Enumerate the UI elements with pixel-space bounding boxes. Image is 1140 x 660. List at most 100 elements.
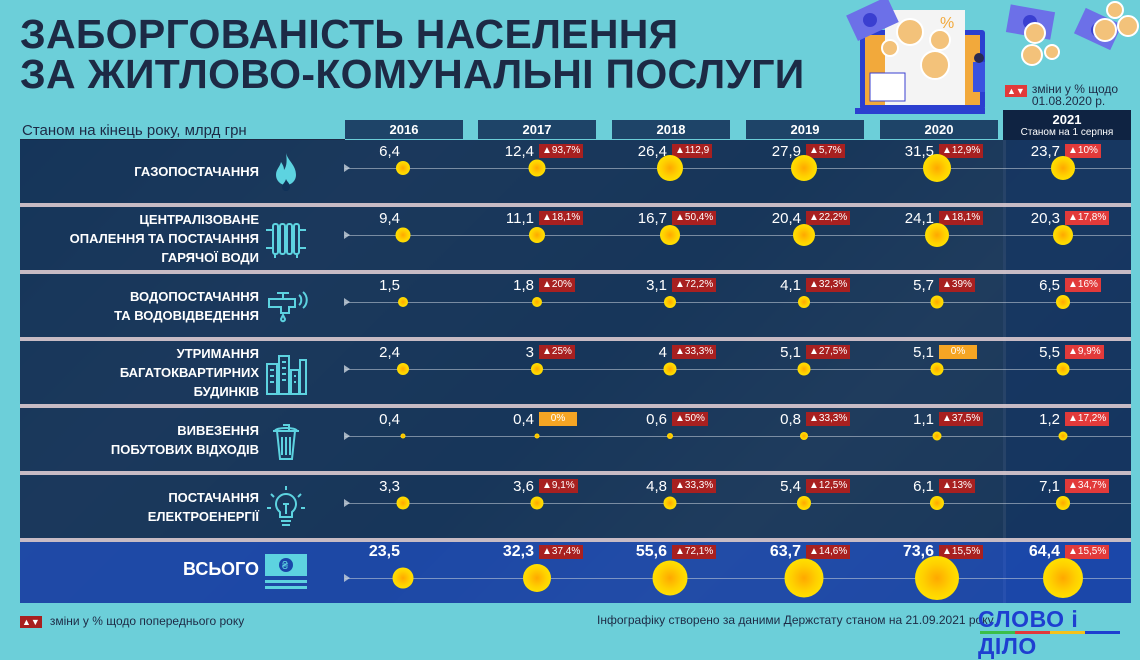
table-cell: 9,4 bbox=[338, 207, 468, 270]
value-bubble bbox=[784, 558, 824, 598]
debt-value: 1,5 bbox=[379, 277, 400, 294]
light-bulb-icon bbox=[267, 485, 305, 526]
value-bubble bbox=[800, 432, 808, 440]
chart-subtitle: Станом на кінець року, млрд грн bbox=[22, 122, 247, 139]
value-bubble bbox=[930, 295, 944, 309]
table-cell: 31,5 ▲12,9% bbox=[872, 140, 1002, 203]
debt-value: 5,1 bbox=[780, 344, 801, 361]
value-bubble bbox=[923, 154, 951, 182]
debt-value: 11,1 bbox=[505, 210, 534, 227]
row-label-line: УТРИМАННЯ bbox=[176, 346, 259, 361]
debt-value: 55,6 bbox=[635, 543, 667, 560]
axis-arrow-icon bbox=[344, 432, 350, 440]
change-badge: ▲22,2% bbox=[806, 211, 851, 225]
axis-arrow-icon bbox=[344, 365, 350, 373]
value-bubble bbox=[1053, 225, 1073, 245]
table-row: ПОСТАЧАННЯ ЕЛЕКТРОЕНЕРГІЇ 3,3 3,6 ▲9,1% 4,8 ▲3… bbox=[20, 475, 1131, 542]
table-cell: 11,1 ▲18,1% bbox=[472, 207, 602, 270]
table-cell: 73,6 ▲15,5% bbox=[872, 542, 1002, 603]
debt-value: 0,4 bbox=[379, 411, 400, 428]
change-badge: 0% bbox=[939, 345, 977, 359]
table-cell: 0,6 ▲50% bbox=[605, 408, 735, 471]
debt-value: 73,6 bbox=[902, 543, 934, 560]
trash-bin-icon bbox=[273, 423, 299, 460]
debt-value: 4,8 bbox=[646, 478, 667, 495]
change-badge: ▲25% bbox=[539, 345, 575, 359]
change-badge: ▲10% bbox=[1065, 144, 1101, 158]
table-cell: 4,8 ▲33,3% bbox=[605, 475, 735, 538]
debt-value: 1,2 bbox=[1039, 411, 1060, 428]
value-bubble bbox=[528, 159, 546, 177]
debt-value: 31,5 bbox=[904, 143, 934, 160]
page-title: ЗАБОРГОВАНІСТЬ НАСЕЛЕННЯ ЗА ЖИТЛОВО-КОМУ… bbox=[20, 14, 805, 95]
debt-value: 1,8 bbox=[513, 277, 534, 294]
value-bubble bbox=[395, 227, 411, 243]
value-bubble bbox=[397, 363, 409, 375]
table-cell: 4 ▲33,3% bbox=[605, 341, 735, 404]
debt-value: 16,7 bbox=[637, 210, 667, 227]
buildings-icon bbox=[266, 354, 307, 395]
debt-value: 23,7 bbox=[1030, 143, 1060, 160]
table-cell: 3,1 ▲72,2% bbox=[605, 274, 735, 337]
row-label-line: ГАРЯЧОЇ ВОДИ bbox=[161, 250, 259, 265]
debt-value: 20,3 bbox=[1030, 210, 1060, 227]
row-axis-line bbox=[345, 168, 1131, 169]
debt-value: 12,4 bbox=[504, 143, 534, 160]
year-header-2017: 2017 bbox=[478, 120, 596, 139]
year-header-2018: 2018 bbox=[612, 120, 730, 139]
axis-arrow-icon bbox=[344, 574, 350, 582]
table-cell: 0,8 ▲33,3% bbox=[739, 408, 869, 471]
row-axis-line bbox=[345, 436, 1131, 437]
table-row: ГАЗОПОСТАЧАННЯ 6,4 12,4 ▲93,7% 26,4 ▲112,9 27,… bbox=[20, 140, 1131, 207]
change-badge: ▲12,9% bbox=[939, 144, 984, 158]
table-cell: 5,1 0% bbox=[872, 341, 1002, 404]
debt-value: 3 bbox=[525, 344, 534, 361]
change-badge: ▲37,5% bbox=[939, 412, 984, 426]
change-badge: ▲39% bbox=[939, 278, 975, 292]
value-bubble bbox=[531, 363, 543, 375]
table-cell: 5,7 ▲39% bbox=[872, 274, 1002, 337]
change-badge: ▲112,9 bbox=[672, 144, 713, 158]
row-label-line: ЦЕНТРАЛІЗОВАНЕ bbox=[139, 212, 259, 227]
debt-table: ГАЗОПОСТАЧАННЯ 6,4 12,4 ▲93,7% 26,4 ▲112,9 27,… bbox=[20, 140, 1131, 603]
table-cell: 3,6 ▲9,1% bbox=[472, 475, 602, 538]
year-2021-label: 2021 bbox=[1052, 112, 1082, 127]
value-bubble bbox=[652, 560, 688, 596]
debt-value: 9,4 bbox=[379, 210, 400, 227]
table-cell: 1,5 bbox=[338, 274, 468, 337]
row-label: ЦЕНТРАЛІЗОВАНЕ ОПАЛЕННЯ ТА ПОСТАЧАННЯ ГАРЯ… bbox=[70, 210, 259, 267]
year-header-2016: 2016 bbox=[345, 120, 463, 139]
debt-value: 32,3 bbox=[502, 543, 534, 560]
table-cell: 63,7 ▲14,6% bbox=[739, 542, 869, 603]
legend-2021-line-2: 01.08.2020 р. bbox=[1031, 94, 1106, 108]
change-badge: ▲9,9% bbox=[1065, 345, 1104, 359]
debt-value: 24,1 bbox=[904, 210, 934, 227]
up-down-arrows-icon: ▲▼ bbox=[1005, 85, 1027, 97]
change-badge: ▲50% bbox=[672, 412, 708, 426]
value-bubble bbox=[1056, 496, 1070, 510]
value-bubble bbox=[396, 496, 410, 510]
debt-value: 5,4 bbox=[780, 478, 801, 495]
debt-value: 1,1 bbox=[913, 411, 934, 428]
row-label-line: ТА ВОДОВІДВЕДЕННЯ bbox=[114, 307, 259, 323]
table-cell: 27,9 ▲5,7% bbox=[739, 140, 869, 203]
change-badge: ▲17,2% bbox=[1065, 412, 1110, 426]
value-bubble bbox=[930, 496, 944, 510]
table-cell: 6,4 bbox=[338, 140, 468, 203]
debt-value: 3,3 bbox=[379, 478, 400, 495]
value-bubble bbox=[798, 296, 810, 308]
row-axis-line bbox=[345, 302, 1131, 303]
value-bubble bbox=[797, 496, 811, 510]
table-row: УТРИМАННЯ БАГАТОКВАРТИРНИХ БУДИНКІВ 2,4 3 ▲25… bbox=[20, 341, 1131, 408]
row-axis-line bbox=[345, 503, 1131, 504]
row-axis-line bbox=[345, 369, 1131, 370]
change-badge: ▲9,1% bbox=[539, 479, 578, 493]
debt-value: 5,7 bbox=[913, 277, 934, 294]
value-bubble bbox=[663, 496, 677, 510]
table-cell: 3,3 bbox=[338, 475, 468, 538]
row-label-line: ПОСТАЧАННЯ bbox=[168, 489, 259, 505]
value-bubble bbox=[657, 155, 683, 181]
debt-value: 6,4 bbox=[379, 143, 400, 160]
table-cell: 2,4 bbox=[338, 341, 468, 404]
value-bubble bbox=[392, 567, 414, 589]
